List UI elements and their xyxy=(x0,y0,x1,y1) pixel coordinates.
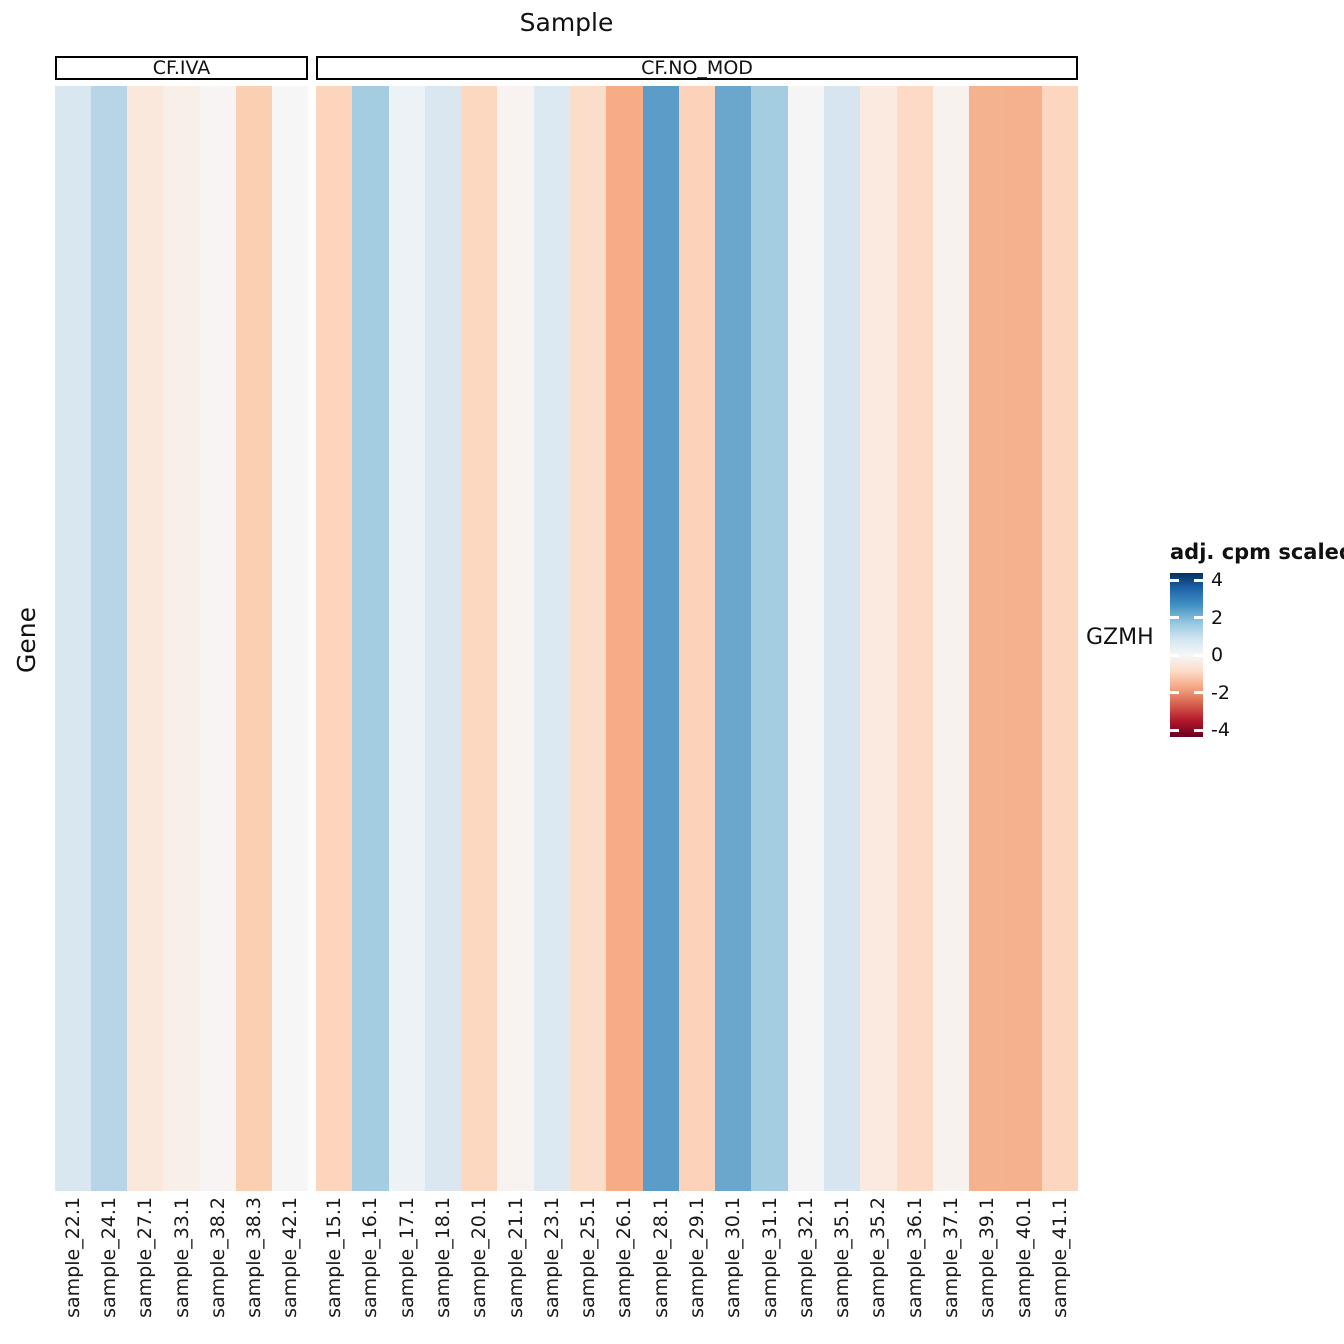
x-axis-label-sample_42.1: sample_42.1 xyxy=(278,1197,301,1318)
x-axis-label-sample_41.1: sample_41.1 xyxy=(1048,1197,1071,1318)
x-axis-label-sample_20.1: sample_20.1 xyxy=(468,1197,491,1318)
heatmap-cell-sample_41.1 xyxy=(1041,86,1078,1191)
colorbar-tick-label: 4 xyxy=(1211,569,1224,591)
plot-title: Sample xyxy=(519,8,614,37)
facet-panel-1 xyxy=(55,86,308,1191)
facet-strip-cf-no-mod: CF.NO_MOD xyxy=(316,56,1078,80)
colorbar-tick-mark xyxy=(1194,616,1203,619)
heatmap-cell-sample_26.1 xyxy=(606,86,643,1191)
x-axis-label-sample_15.1: sample_15.1 xyxy=(323,1197,346,1318)
facet-panel-2 xyxy=(316,86,1078,1191)
colorbar-tick-mark xyxy=(1194,728,1203,732)
x-axis-label-sample_38.3: sample_38.3 xyxy=(242,1197,265,1318)
heatmap-cell-sample_35.2 xyxy=(860,86,897,1191)
x-axis-label-sample_33.1: sample_33.1 xyxy=(170,1197,193,1318)
legend-title: adj. cpm scaled xyxy=(1170,540,1344,564)
colorbar-tick-mark xyxy=(1170,653,1179,657)
heatmap-cell-sample_33.1 xyxy=(163,86,200,1191)
heatmap-cell-sample_21.1 xyxy=(497,86,534,1191)
x-axis-label-sample_28.1: sample_28.1 xyxy=(649,1197,672,1318)
heatmap-cell-sample_42.1 xyxy=(271,86,308,1191)
x-axis-label-sample_31.1: sample_31.1 xyxy=(758,1197,781,1318)
x-axis-label-sample_24.1: sample_24.1 xyxy=(98,1197,121,1318)
x-axis-label-sample_23.1: sample_23.1 xyxy=(540,1197,563,1318)
heatmap-cell-sample_24.1 xyxy=(91,86,128,1191)
colorbar-tick-mark xyxy=(1194,691,1203,694)
heatmap-cell-sample_38.2 xyxy=(199,86,236,1191)
x-axis-label-sample_25.1: sample_25.1 xyxy=(577,1197,600,1318)
x-axis-label-sample_30.1: sample_30.1 xyxy=(722,1197,745,1318)
colorbar-tick-mark xyxy=(1194,653,1203,657)
heatmap-cell-sample_36.1 xyxy=(896,86,933,1191)
x-axis-label-sample_26.1: sample_26.1 xyxy=(613,1197,636,1318)
colorbar-tick-label: 2 xyxy=(1211,606,1224,629)
heatmap-cell-sample_29.1 xyxy=(678,86,716,1191)
heatmap-cell-sample_20.1 xyxy=(461,86,498,1191)
colorbar-tick-label: -2 xyxy=(1211,681,1230,704)
heatmap-cell-sample_28.1 xyxy=(642,86,679,1191)
heatmap-cell-sample_35.1 xyxy=(823,86,861,1191)
y-axis-title: Gene xyxy=(12,607,41,673)
colorbar-tick-mark xyxy=(1170,728,1179,732)
heatmap-cell-sample_37.1 xyxy=(932,86,970,1191)
heatmap-cell-sample_23.1 xyxy=(533,86,570,1191)
heatmap-cell-sample_38.3 xyxy=(235,86,272,1191)
colorbar-tick-mark xyxy=(1194,578,1203,582)
colorbar-tick-label: 0 xyxy=(1211,644,1224,666)
x-axis-label-sample_29.1: sample_29.1 xyxy=(686,1197,708,1318)
heatmap-cell-sample_27.1 xyxy=(127,86,164,1191)
x-axis-label-sample_27.1: sample_27.1 xyxy=(134,1197,157,1318)
heatmap-cell-sample_32.1 xyxy=(787,86,824,1191)
x-axis-label-sample_21.1: sample_21.1 xyxy=(504,1197,527,1318)
colorbar-tick-mark xyxy=(1170,616,1179,619)
heatmap-cell-sample_30.1 xyxy=(715,86,752,1191)
colorbar-tick-label: -4 xyxy=(1211,719,1230,741)
heatmap-cell-sample_22.1 xyxy=(55,86,92,1191)
x-axis-label-sample_22.1: sample_22.1 xyxy=(62,1197,85,1318)
x-axis-label-sample_16.1: sample_16.1 xyxy=(359,1197,382,1318)
gene-row-label: GZMH xyxy=(1086,625,1154,650)
x-axis-label-sample_40.1: sample_40.1 xyxy=(1012,1197,1035,1318)
x-axis-label-sample_35.1: sample_35.1 xyxy=(831,1197,854,1318)
heatmap-cell-sample_39.1 xyxy=(969,86,1006,1191)
colorbar-tick-mark xyxy=(1170,691,1179,694)
heatmap-cell-sample_40.1 xyxy=(1005,86,1042,1191)
heatmap-cell-sample_17.1 xyxy=(388,86,425,1191)
x-axis-label-sample_36.1: sample_36.1 xyxy=(903,1197,926,1318)
colorbar-tick-mark xyxy=(1170,578,1179,582)
x-axis-label-sample_17.1: sample_17.1 xyxy=(395,1197,418,1318)
x-axis-label-sample_39.1: sample_39.1 xyxy=(976,1197,999,1318)
x-axis-label-sample_38.2: sample_38.2 xyxy=(206,1197,229,1318)
heatmap-cell-sample_25.1 xyxy=(569,86,607,1191)
heatmap-cell-sample_31.1 xyxy=(751,86,788,1191)
facet-strip-cf-iva: CF.IVA xyxy=(55,56,308,80)
x-axis-label-sample_32.1: sample_32.1 xyxy=(794,1197,817,1318)
heatmap-cell-sample_15.1 xyxy=(316,86,353,1191)
x-axis-label-sample_18.1: sample_18.1 xyxy=(432,1197,454,1318)
x-axis-label-sample_35.2: sample_35.2 xyxy=(867,1197,890,1318)
heatmap-cell-sample_16.1 xyxy=(352,86,389,1191)
x-axis-label-sample_37.1: sample_37.1 xyxy=(940,1197,962,1318)
heatmap-cell-sample_18.1 xyxy=(424,86,462,1191)
